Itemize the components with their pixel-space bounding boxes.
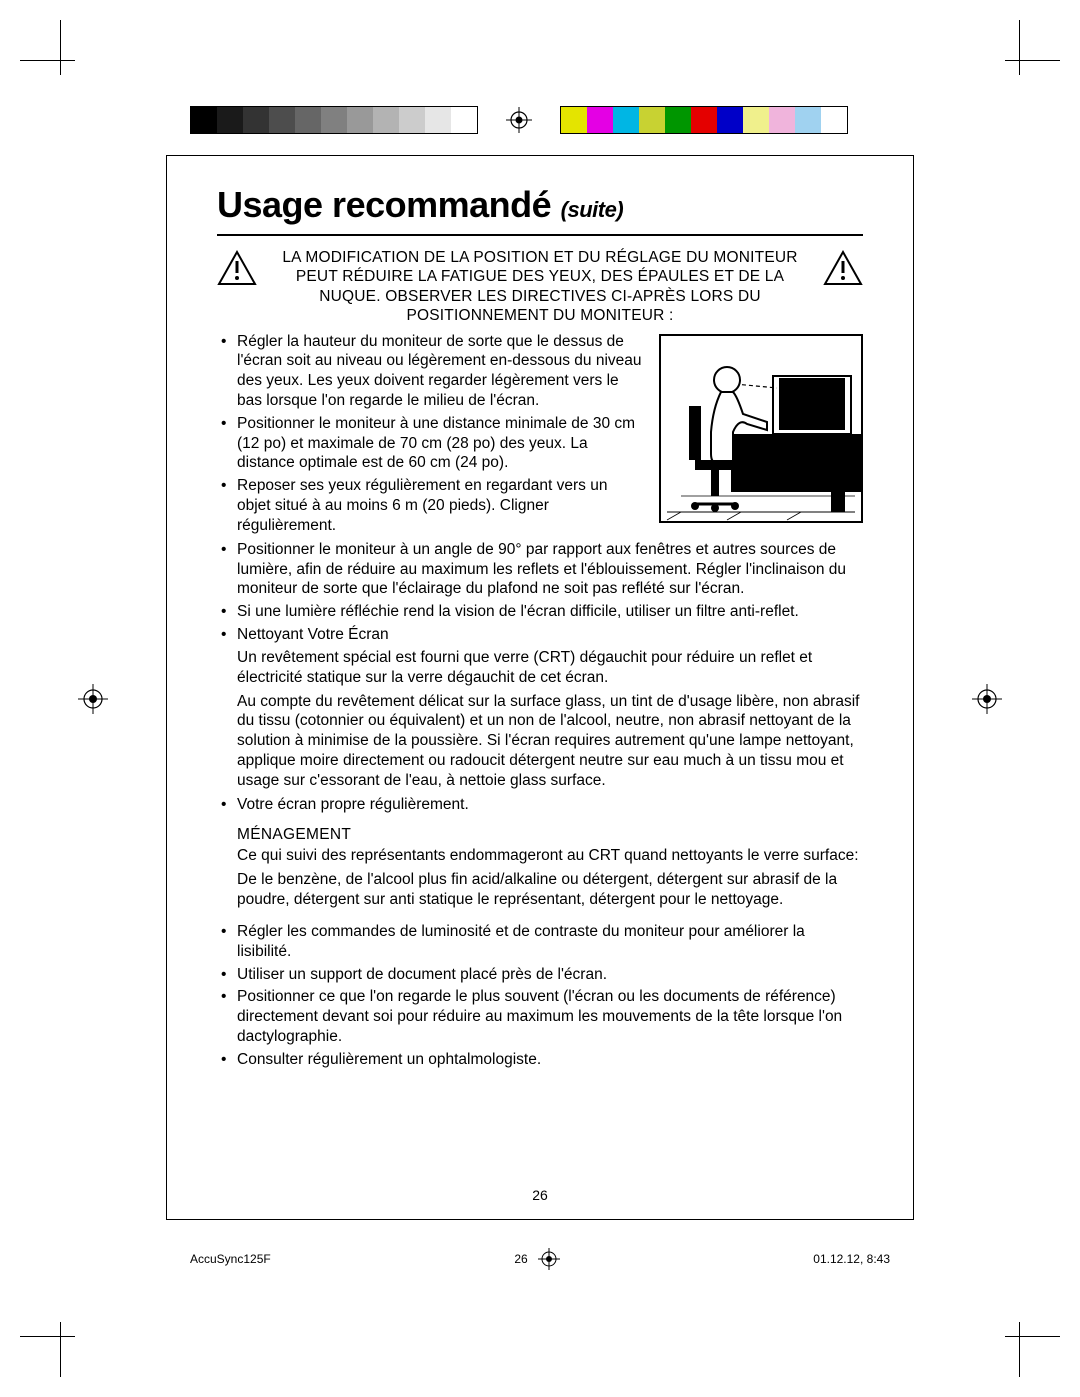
gray-swatch [347, 107, 373, 133]
registration-mark-right-icon [972, 684, 1002, 714]
list-item: Si une lumière réfléchie rend la vision … [217, 602, 863, 622]
hue-swatch [587, 107, 613, 133]
gray-swatch [425, 107, 451, 133]
bullet-list-trailing: Régler les commandes de luminosité et de… [217, 922, 863, 1070]
gray-swatch [269, 107, 295, 133]
crop-mark-tr [970, 20, 1060, 110]
footer-doc-name: AccuSync125F [190, 1252, 271, 1266]
gray-swatch [321, 107, 347, 133]
hue-swatch [613, 107, 639, 133]
footer-page: 26 [514, 1252, 527, 1266]
hue-swatch [639, 107, 665, 133]
bullet-list-fullwidth: Positionner le moniteur à un angle de 90… [217, 540, 863, 645]
list-item: Positionner ce que l'on regarde le plus … [217, 987, 863, 1046]
gray-swatch [243, 107, 269, 133]
gray-swatch [295, 107, 321, 133]
warning-text: LA MODIFICATION DE LA POSITION ET DU RÉG… [267, 248, 813, 326]
page-number: 26 [167, 1187, 913, 1203]
footer-timestamp: 01.12.12, 8:43 [813, 1252, 890, 1266]
gray-swatch [373, 107, 399, 133]
page-title: Usage recommandé (suite) [217, 184, 863, 226]
menagement-label: MÉNAGEMENT [237, 825, 863, 845]
hue-swatch [561, 107, 587, 133]
title-suffix: (suite) [561, 197, 624, 222]
print-sheet: Usage recommandé (suite) LA MODIFICATION… [0, 0, 1080, 1397]
registration-mark-footer-icon [538, 1248, 560, 1270]
grayscale-strip [190, 106, 478, 134]
menagement-para-2: De le benzène, de l'alcool plus fin acid… [237, 870, 863, 910]
menagement-para-1: Ce qui suivi des représentants endommage… [237, 846, 863, 866]
gray-swatch [399, 107, 425, 133]
hue-swatch [743, 107, 769, 133]
hue-swatch [795, 107, 821, 133]
list-item: Votre écran propre régulièrement. [217, 795, 863, 815]
crop-mark-br [970, 1287, 1060, 1377]
hue-swatch [769, 107, 795, 133]
list-item: Consulter régulièrement un ophtalmologis… [217, 1050, 863, 1070]
gray-swatch [451, 107, 477, 133]
color-calibration-bar [190, 105, 890, 135]
bullet-list-wrapped: Régler la hauteur du moniteur de sorte q… [217, 332, 863, 536]
title-main: Usage recommandé [217, 184, 551, 225]
gray-swatch [217, 107, 243, 133]
hue-swatch [717, 107, 743, 133]
imposition-footer: AccuSync125F 26 01.12.12, 8:43 [190, 1248, 890, 1270]
page-frame: Usage recommandé (suite) LA MODIFICATION… [166, 155, 914, 1220]
list-item: Régler les commandes de luminosité et de… [217, 922, 863, 962]
hue-swatch [821, 107, 847, 133]
nettoyant-para-2: Au compte du revêtement délicat sur la s… [237, 692, 863, 791]
hue-swatch [691, 107, 717, 133]
list-item: Positionner le moniteur à une distance m… [217, 414, 863, 473]
warning-block: LA MODIFICATION DE LA POSITION ET DU RÉG… [217, 248, 863, 326]
warning-triangle-left-icon [217, 250, 257, 286]
list-item: Reposer ses yeux régulièrement en regard… [217, 476, 863, 535]
registration-mark-left-icon [78, 684, 108, 714]
hue-strip [560, 106, 848, 134]
gray-swatch [191, 107, 217, 133]
list-item: Régler la hauteur du moniteur de sorte q… [217, 332, 863, 411]
list-item: Nettoyant Votre Écran [217, 625, 863, 645]
nettoyant-para-1: Un revêtement spécial est fourni que ver… [237, 648, 863, 688]
bullet-list-single: Votre écran propre régulièrement. [217, 795, 863, 815]
hue-swatch [665, 107, 691, 133]
list-item: Positionner le moniteur à un angle de 90… [217, 540, 863, 599]
title-rule [217, 234, 863, 236]
list-item: Utiliser un support de document placé pr… [217, 965, 863, 985]
registration-mark-icon [506, 107, 532, 133]
warning-triangle-right-icon [823, 250, 863, 286]
body-content: Régler la hauteur du moniteur de sorte q… [217, 332, 863, 1070]
crop-mark-bl [20, 1287, 110, 1377]
crop-mark-tl [20, 20, 110, 110]
